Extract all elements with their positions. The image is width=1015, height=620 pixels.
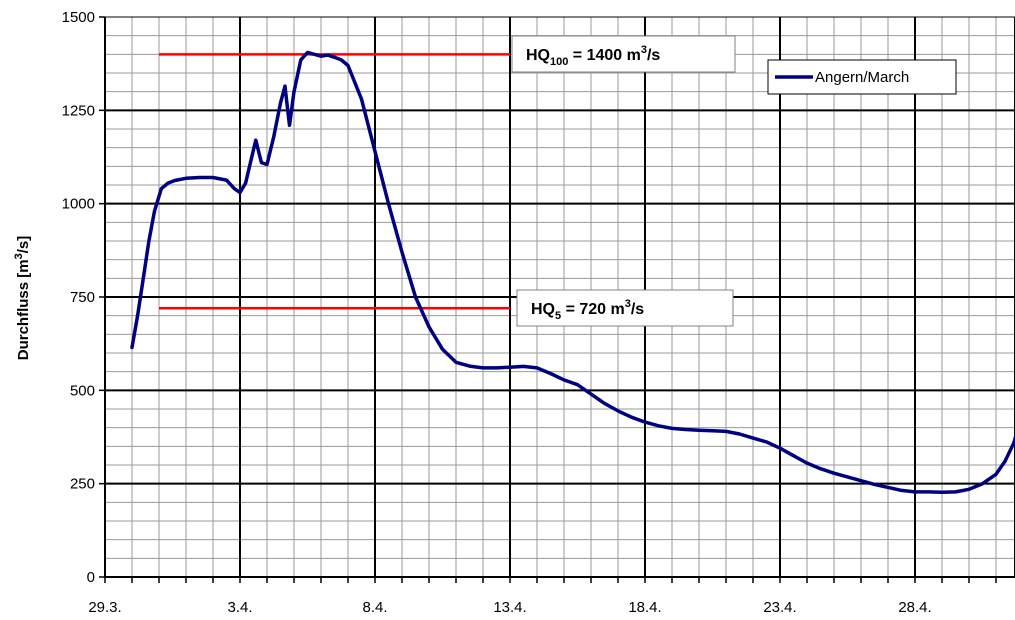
axes (99, 16, 1015, 583)
y-tick-label: 750 (70, 289, 95, 306)
x-tick-labels: 29.3. 3.4. 8.4. 13.4. 18.4. 23.4. 28.4. (88, 599, 931, 616)
legend-label: Angern/March (815, 69, 909, 86)
y-tick-label: 1000 (62, 196, 95, 213)
hq100-label: HQ100 = 1400 m3/s (526, 44, 660, 68)
hq100-label-box (511, 35, 736, 73)
y-tick-label: 1500 (62, 9, 95, 26)
x-tick-label: 8.4. (362, 599, 387, 616)
x-tick-label: 23.4. (763, 599, 796, 616)
x-tick-label: 29.3. (88, 599, 121, 616)
x-tick-label: 13.4. (493, 599, 526, 616)
reference-lines (159, 53, 510, 310)
y-tick-label: 0 (87, 569, 95, 586)
y-tick-label: 1250 (62, 102, 95, 119)
x-tick-label: 28.4. (898, 599, 931, 616)
y-axis-title: Durchfluss [m3/s] (13, 236, 32, 361)
series-group (130, 50, 1015, 495)
x-tick-label: 3.4. (227, 599, 252, 616)
hq5-label-box (516, 289, 734, 327)
legend: Angern/March (767, 59, 957, 95)
series-line-angern-march (130, 50, 1015, 495)
x-tick-label: 18.4. (628, 599, 661, 616)
y-tick-label: 250 (70, 476, 95, 493)
y-tick-labels: 0 250 500 750 1000 1250 1500 (62, 9, 95, 586)
y-tick-label: 500 (70, 382, 95, 399)
hq5-label: HQ5 = 720 m3/s (531, 298, 644, 322)
